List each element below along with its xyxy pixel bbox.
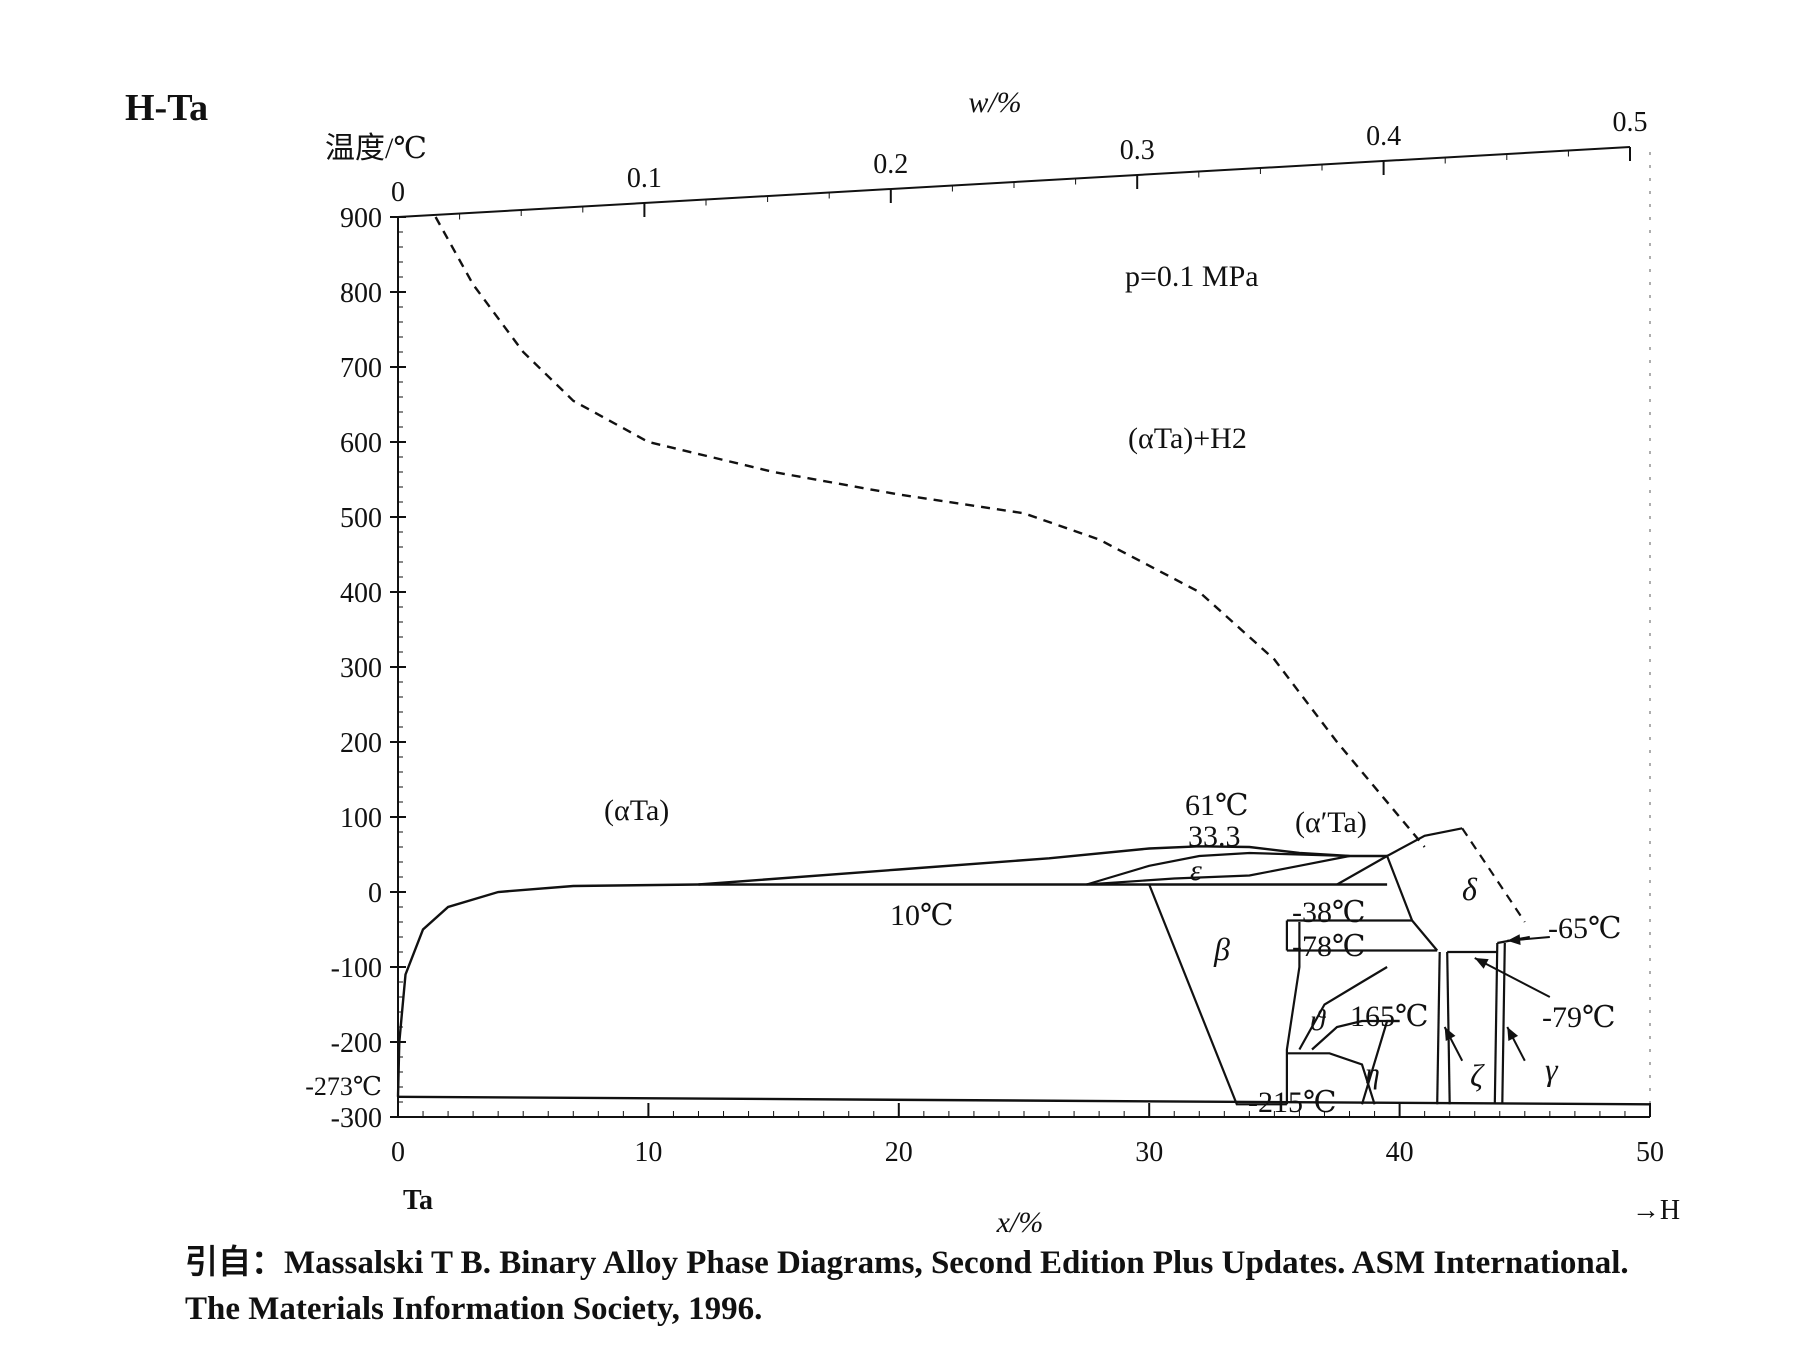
y-tick-label: 0 (368, 878, 382, 909)
label-minus-79C: -79℃ (1542, 1001, 1616, 1034)
labels-layer: p=0.1 MPa (αTa) (αTa)+H2 (α′Ta) ε β δ ϑ η ζ γ 61℃33… (604, 260, 1622, 1119)
y-tick-label: -200 (331, 1028, 382, 1059)
top-x-tick-label: 0.1 (627, 163, 662, 194)
top-x-tick-label: 0.2 (873, 149, 908, 180)
y-tick-label: -300 (331, 1103, 382, 1134)
region-delta: δ (1462, 871, 1478, 907)
citation-line-2: The Materials Information Society, 1996. (185, 1291, 763, 1327)
x-tick-label: 40 (1386, 1137, 1414, 1168)
region-beta: β (1213, 931, 1230, 967)
theta-curve-2 (1311, 1019, 1400, 1051)
arrow-gamma-head (1507, 1027, 1519, 1041)
label-10C: 10℃ (890, 899, 954, 932)
label-61C: 61℃ (1185, 789, 1249, 822)
figure-title: H-Ta (125, 87, 209, 129)
delta-right-dashed (1461, 827, 1526, 923)
top-x-tick-label: 0.4 (1366, 121, 1401, 152)
top-x-tick-label: 0.3 (1120, 135, 1155, 166)
delta-top (1386, 827, 1463, 857)
epsilon-upper (1086, 851, 1350, 886)
boundary-curve-4 (397, 1095, 1651, 1106)
top-x-tick-label: 0 (391, 177, 405, 208)
x-right-element-label: →H (1632, 1195, 1680, 1226)
top-x-tick-label: 0.5 (1613, 107, 1648, 138)
y-tick-label: 400 (340, 578, 382, 609)
beta-left-boundary (1148, 884, 1287, 1106)
label-minus-78C: -78℃ (1292, 930, 1366, 963)
citation-line-1: 引自：Massalski T B. Binary Alloy Phase Dia… (185, 1245, 1629, 1281)
y-tick-label: 100 (340, 803, 382, 834)
region-zeta: ζ (1470, 1057, 1485, 1093)
gamma-right (1501, 942, 1506, 1105)
eta-right (1360, 1019, 1400, 1105)
top-x-axis-title: w/% (968, 86, 1021, 119)
x-tick-label: 10 (634, 1137, 662, 1168)
theta-curve-1 (1298, 966, 1388, 1051)
boundary-curve-0 (434, 216, 1426, 848)
arrow-minus-79 (1474, 957, 1551, 998)
y-tick-label: 900 (340, 203, 382, 234)
x-tick-label: 50 (1636, 1137, 1664, 1168)
zeta-left (1436, 951, 1441, 1105)
y-tick-label: 800 (340, 278, 382, 309)
region-gamma: γ (1545, 1051, 1559, 1087)
pressure-label: p=0.1 MPa (1125, 260, 1259, 293)
x-tick-label: 30 (1135, 1137, 1163, 1168)
arrow-minus-79-head (1474, 958, 1489, 969)
citation: 引自：Massalski T B. Binary Alloy Phase Dia… (185, 1240, 1785, 1332)
y-tick-label: 700 (340, 353, 382, 384)
epsilon-lower (1086, 854, 1350, 886)
label-minus-65C: -65℃ (1548, 912, 1622, 945)
phase-boundaries-layer (396, 216, 1651, 1106)
y-axis-title: 温度/℃ (325, 132, 427, 165)
label-minus-215C: -215℃ (1248, 1086, 1337, 1119)
label-minus-38C: -38℃ (1292, 896, 1366, 929)
x-axis-title: x/% (996, 1206, 1044, 1239)
boundary-curve-2 (698, 845, 1388, 886)
label-33-3: 33.3 (1188, 820, 1241, 853)
zeta-right (1446, 951, 1451, 1105)
delta-left (1336, 854, 1439, 952)
y-tick-label: 200 (340, 728, 382, 759)
boundary-curve-1 (396, 883, 699, 1097)
region-alphaTa-H2: (αTa)+H2 (1128, 422, 1247, 455)
y-tick-label: 500 (340, 503, 382, 534)
x-left-element-label: Ta (403, 1185, 433, 1216)
y-tick-label: 600 (340, 428, 382, 459)
axes-layer: 9008007006005004003002001000-100-200-300… (305, 86, 1680, 1239)
gamma-left (1493, 942, 1499, 1105)
x-tick-label: 20 (885, 1137, 913, 1168)
y-extra-label-273: -273℃ (305, 1072, 382, 1101)
region-alphaTa: (αTa) (604, 794, 669, 827)
region-theta: ϑ (1310, 1004, 1327, 1037)
arrow-minus-65-head (1507, 934, 1521, 946)
region-eta: η (1365, 1057, 1380, 1090)
beta-right-boundary (1285, 922, 1301, 1105)
y-tick-label: -100 (331, 953, 382, 984)
region-epsilon: ε (1190, 854, 1202, 887)
y-tick-label: 300 (340, 653, 382, 684)
x-tick-label: 0 (391, 1137, 405, 1168)
label-165C: 165℃ (1350, 1000, 1429, 1033)
arrow-zeta-head (1444, 1027, 1456, 1041)
region-alpha-prime-Ta: (α′Ta) (1295, 806, 1367, 839)
